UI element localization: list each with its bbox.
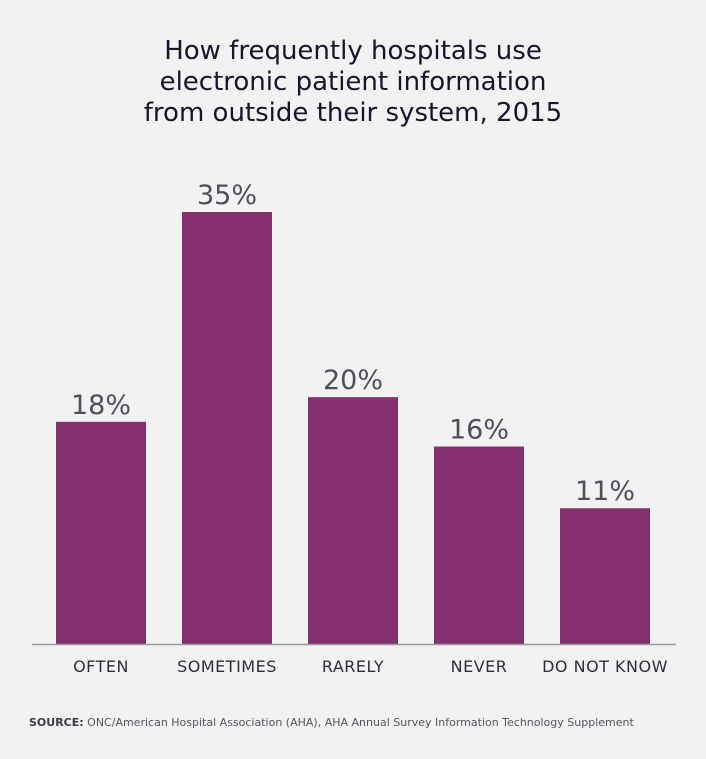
category-label-never: NEVER xyxy=(451,657,508,676)
chart-title-line-2: electronic patient information xyxy=(159,67,547,97)
bar-never xyxy=(434,446,524,644)
value-label-often: 18% xyxy=(71,390,131,421)
bar-sometimes xyxy=(182,212,272,644)
source-text: ONC/American Hospital Association (AHA),… xyxy=(87,716,634,729)
category-label-sometimes: SOMETIMES xyxy=(177,657,277,676)
category-label-often: OFTEN xyxy=(73,657,129,676)
source-note: SOURCE: ONC/American Hospital Associatio… xyxy=(29,716,634,729)
source-label: SOURCE: xyxy=(29,716,84,729)
category-label-do-not-know: DO NOT KNOW xyxy=(542,657,668,676)
value-label-never: 16% xyxy=(449,415,509,446)
category-labels-group: OFTEN SOMETIMES RARELY NEVER DO NOT KNOW xyxy=(73,657,668,676)
bar-chart: 18% 35% 20% 16% 11% OFTEN SOMETIMES RARELY NEVE… xyxy=(32,180,676,676)
bar-often xyxy=(56,421,146,644)
bars-group xyxy=(56,212,650,644)
bar-do-not-know xyxy=(560,508,650,644)
category-label-rarely: RARELY xyxy=(322,657,384,676)
value-labels-group: 18% 35% 20% 16% 11% xyxy=(71,180,635,507)
value-label-do-not-know: 11% xyxy=(575,476,635,507)
chart-title-line-3: from outside their system, 2015 xyxy=(143,98,563,128)
chart-title-line-1: How frequently hospitals use xyxy=(164,36,542,66)
bar-rarely xyxy=(308,397,398,644)
value-label-sometimes: 35% xyxy=(197,180,257,211)
chart-title: How frequently hospitals use electronic … xyxy=(40,36,666,129)
value-label-rarely: 20% xyxy=(323,365,383,396)
